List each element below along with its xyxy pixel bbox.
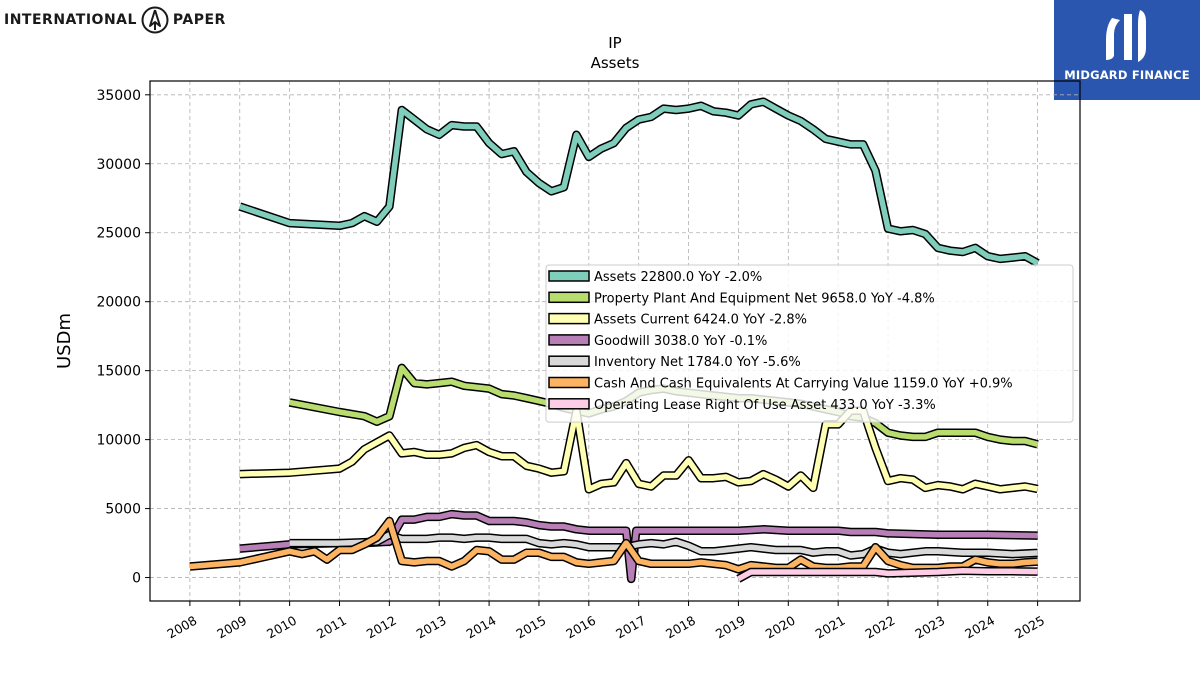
legend-swatch: [548, 398, 590, 410]
x-tick-label: 2014: [464, 613, 499, 642]
y-tick-label: 30000: [96, 157, 141, 173]
plot-frame: [149, 80, 1081, 602]
y-tick-label: 15000: [96, 364, 141, 380]
y-tick-label: 10000: [96, 433, 141, 449]
x-tick-label: 2020: [763, 613, 798, 642]
series-0-line: [238, 97, 1040, 267]
legend-swatch: [548, 291, 590, 304]
x-axis-ticks: 2008 2009 2010 2011 2012 2013 2014 2015 2016 2017…: [164, 601, 1047, 642]
y-tick-label: 35000: [96, 88, 141, 104]
legend-entry: Assets 22800.0 YoY -2.0%: [594, 270, 762, 285]
legend-entry: Inventory Net 1784.0 YoY -5.6%: [594, 355, 801, 370]
series-line-stroke: [238, 98, 1039, 266]
x-tick-label: 2010: [264, 613, 299, 642]
x-tick-label: 2009: [214, 613, 249, 642]
legend-swatch: [548, 334, 590, 346]
series-3-line: [239, 509, 1038, 584]
series-line-stroke: [239, 407, 1039, 493]
x-tick-label: 2024: [962, 613, 997, 642]
legend-entry: Property Plant And Equipment Net 9658.0 …: [594, 291, 935, 306]
x-tick-label: 2018: [663, 613, 698, 642]
legend-swatch: [548, 270, 590, 282]
logo-text-right: PAPER: [172, 12, 226, 28]
legend-swatch: [548, 376, 590, 389]
x-tick-label: 2023: [912, 613, 947, 642]
ip-tree-icon: [141, 6, 169, 34]
y-tick-label: 0: [132, 571, 141, 587]
legend-entry: Cash And Cash Equivalents At Carrying Va…: [594, 377, 1013, 392]
legend-entry: Assets Current 6424.0 YoY -2.8%: [594, 313, 807, 328]
series-5-line: [189, 516, 1038, 574]
midgard-finance-text: MIDGARD FINANCE: [1064, 68, 1190, 82]
series-line-stroke: [239, 511, 1038, 582]
midgard-mark-icon: [1106, 10, 1146, 62]
x-tick-label: 2013: [414, 613, 449, 642]
y-tick-label: 20000: [96, 295, 141, 311]
x-tick-label: 2008: [164, 613, 199, 642]
legend-box: [545, 264, 1074, 423]
x-tick-label: 2017: [613, 613, 648, 642]
x-tick-label: 2012: [364, 613, 399, 642]
chart-subtitle: Assets: [591, 54, 640, 72]
series-line-stroke: [737, 567, 1038, 582]
legend-swatch: [548, 355, 590, 367]
series-6-line: [736, 566, 1038, 583]
chart-title: IP: [608, 34, 621, 52]
y-axis-ticks: 0 5000 10000 15000 20000 25000 30000 35000: [96, 88, 150, 587]
legend-swatch: [548, 312, 590, 325]
x-tick-label: 2022: [862, 613, 897, 642]
y-tick-label: 25000: [96, 226, 141, 242]
x-tick-label: 2021: [813, 613, 848, 642]
legend-entry: Operating Lease Right Of Use Asset 433.0…: [594, 398, 936, 413]
international-paper-logo: INTERNATIONAL PAPER: [4, 6, 226, 34]
y-axis-label: USDm: [54, 313, 75, 369]
y-tick-label: 5000: [105, 502, 141, 518]
x-tick-label: 2015: [513, 613, 548, 642]
legend-entry: Goodwill 3038.0 YoY -0.1%: [594, 334, 767, 349]
x-tick-label: 2016: [563, 613, 598, 642]
x-tick-label: 2025: [1012, 613, 1047, 642]
series-2-line: [239, 406, 1039, 494]
x-tick-label: 2019: [713, 613, 748, 642]
series-line-stroke: [189, 518, 1038, 573]
midgard-finance-logo: MIDGARD FINANCE: [1054, 0, 1200, 100]
logo-text-left: INTERNATIONAL: [4, 12, 137, 28]
x-tick-label: 2011: [314, 613, 349, 642]
legend: Assets 22800.0 YoY -2.0% Property Plant A…: [545, 264, 1074, 423]
